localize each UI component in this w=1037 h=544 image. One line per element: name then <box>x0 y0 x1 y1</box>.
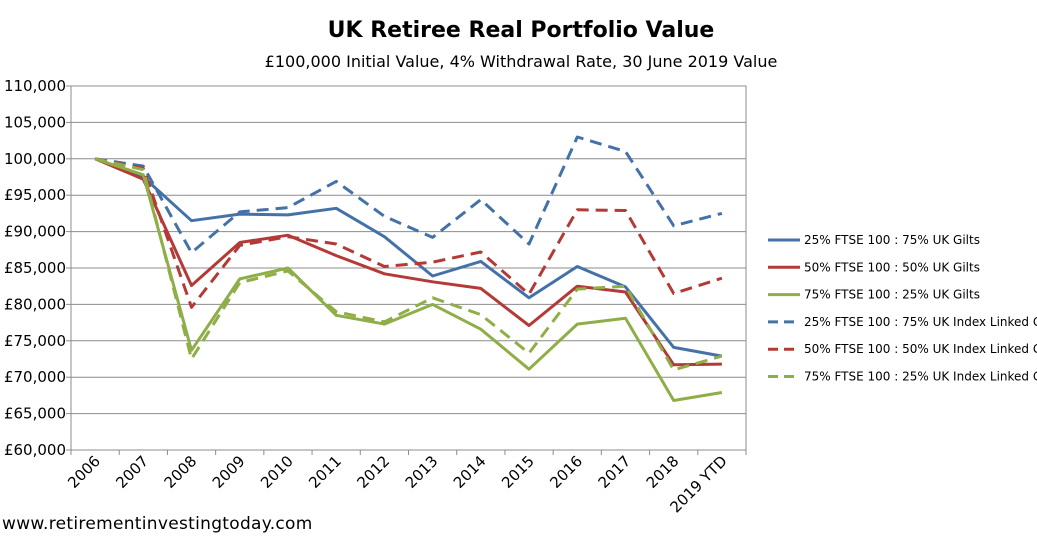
legend-label: 75% FTSE 100 : 25% UK Gilts <box>804 288 980 302</box>
series-line <box>94 157 723 402</box>
legend-label: 25% FTSE 100 : 75% UK Index Linked Gilts <box>804 315 1037 329</box>
series-line <box>94 135 723 255</box>
x-tick-label: 2014 <box>450 452 490 492</box>
legend-label: 50% FTSE 100 : 50% UK Index Linked Gilts <box>804 342 1037 356</box>
x-tick-label: 2012 <box>353 452 393 492</box>
x-tick-label: 2006 <box>64 452 104 492</box>
series-line <box>94 157 723 372</box>
x-tick-label: 2010 <box>257 452 297 492</box>
legend: 25% FTSE 100 : 75% UK Gilts 50% FTSE 100 … <box>768 233 1037 384</box>
y-tick-label: £80,000 <box>4 295 66 313</box>
chart-subtitle: £100,000 Initial Value, 4% Withdrawal Ra… <box>265 52 778 71</box>
series-line <box>94 157 723 358</box>
y-tick-label: 110,000 <box>4 77 66 95</box>
series-line <box>94 157 722 367</box>
legend-label: 50% FTSE 100 : 50% UK Gilts <box>804 260 980 274</box>
x-tick-label: 2015 <box>498 452 538 492</box>
x-tick-label: 2018 <box>643 452 683 492</box>
plot-area: £60,000 £65,000 £70,000 £75,000 £80,000 £85,0… <box>4 77 747 516</box>
y-tick-label: £85,000 <box>4 259 66 277</box>
y-tick-label: £90,000 <box>4 223 66 241</box>
x-tick-label: 2011 <box>305 452 345 492</box>
x-tick-label: 2016 <box>546 452 586 492</box>
y-tick-label: 105,000 <box>4 113 66 131</box>
x-tick-label: 2013 <box>402 452 442 492</box>
y-tick-label: 100,000 <box>4 150 66 168</box>
chart-title: UK Retiree Real Portfolio Value <box>328 18 715 43</box>
y-tick-label: £65,000 <box>4 405 66 423</box>
series-line <box>94 157 723 309</box>
x-tick-label: 2007 <box>112 452 152 492</box>
legend-label: 75% FTSE 100 : 25% UK Index Linked Gilts <box>804 370 1037 384</box>
source-url: www.retirementinvestingtoday.com <box>2 514 313 534</box>
y-tick-label: £70,000 <box>4 368 66 386</box>
legend-label: 25% FTSE 100 : 75% UK Gilts <box>804 233 980 247</box>
y-tick-label: £95,000 <box>4 186 66 204</box>
y-tick-label: £60,000 <box>4 441 66 459</box>
x-tick-label: 2009 <box>209 452 249 492</box>
y-tick-label: £75,000 <box>4 332 66 350</box>
x-tick-label: 2017 <box>595 452 635 492</box>
x-tick-label: 2008 <box>161 452 201 492</box>
